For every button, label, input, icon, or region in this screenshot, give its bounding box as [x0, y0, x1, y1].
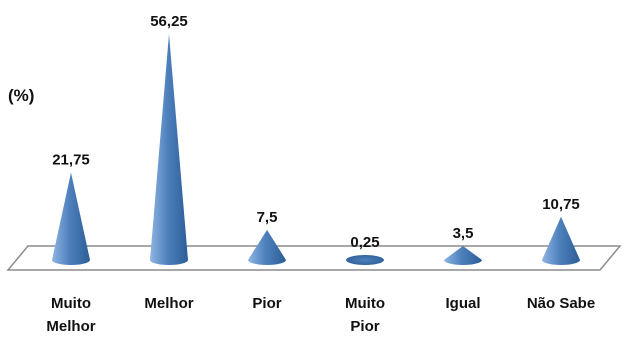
cone-body: [542, 216, 580, 265]
cone-body: [52, 172, 90, 265]
category-label: Pior: [252, 295, 281, 312]
data-label: 3,5: [453, 225, 474, 242]
cone-body: [444, 245, 482, 265]
category-label: Não Sabe: [527, 295, 595, 312]
category-label: Muito Pior: [345, 295, 385, 335]
cone-bar: [150, 34, 188, 265]
cone-body: [248, 229, 286, 265]
cone-bar: [444, 245, 482, 265]
cone-bar: [248, 229, 286, 265]
cone-body: [150, 34, 188, 265]
floor-plane: [6, 245, 622, 271]
data-label: 10,75: [542, 196, 580, 213]
data-label: 21,75: [52, 152, 90, 169]
category-label: Igual: [445, 295, 480, 312]
data-label: 7,5: [257, 209, 278, 226]
y-axis-unit-label: (%): [8, 86, 34, 105]
data-label: 56,25: [150, 13, 188, 30]
cone-bar: [346, 255, 384, 265]
cone-bar: [542, 216, 580, 265]
cone-bar: [52, 172, 90, 265]
category-label: Muito Melhor: [46, 295, 95, 335]
data-label: 0,25: [350, 234, 379, 251]
cone-base-disc: [346, 255, 384, 265]
category-label: Melhor: [144, 295, 193, 312]
